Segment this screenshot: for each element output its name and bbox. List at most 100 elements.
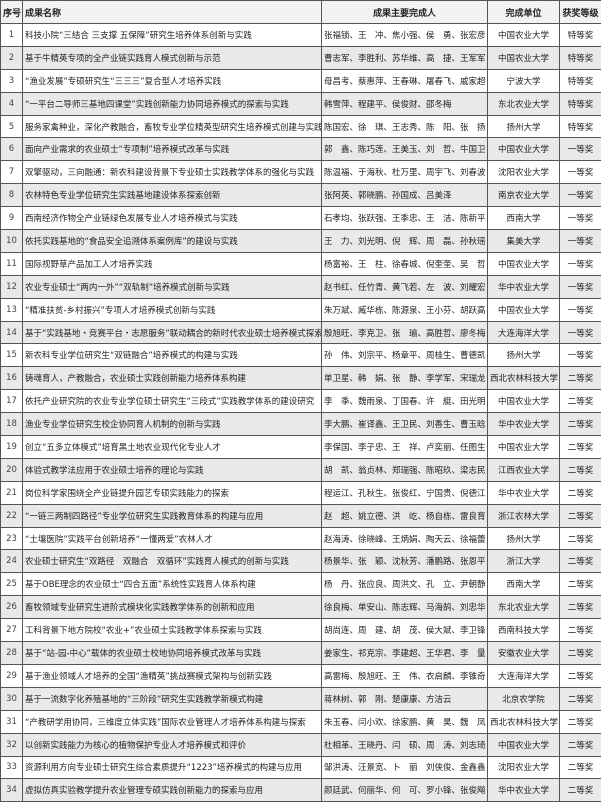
cell-seq: 22 bbox=[0, 503, 23, 528]
cell-unit: 中国农业大学 bbox=[487, 251, 560, 276]
cell-unit: 扬州大学 bbox=[487, 526, 560, 551]
cell-people: 高雷梅、殷旭旺、王 伟、衣启麟、李锥奇 bbox=[321, 663, 488, 688]
table-row: 28 基于“站-园-中心”载体的农业硕士校地协同培养模式改革与实践 姜家生、祁克宗、… bbox=[0, 641, 601, 665]
cell-title: 渔业专业学位研究生校企协同育人机制的创新与实践 bbox=[22, 412, 322, 437]
cell-seq: 25 bbox=[0, 572, 23, 597]
cell-grade: 一等奖 bbox=[559, 183, 601, 208]
table-row: 32 以创新实践能力为核心的植物保护专业人才培养模式和评价 杜相革、王晓丹、闫 硕、… bbox=[0, 732, 601, 757]
cell-seq: 23 bbox=[0, 526, 23, 551]
table-row: 10 依托实践基地的“食品安全追溯体系案例库”的建设与实践王 力、刘光明、倪 辉、… bbox=[0, 229, 601, 253]
table-row: 9 西南经济作物全产业链绿色发展专业人才培养模式与实践 石孝均、张跃强、王季忠、王 … bbox=[0, 206, 601, 231]
cell-seq: 29 bbox=[0, 663, 23, 688]
cell-unit: 大连海洋大学 bbox=[487, 320, 560, 345]
cell-title: 基于OBE理念的农业硕士“四合五面”系统性实践育人体系构建 bbox=[22, 572, 322, 597]
cell-seq: 21 bbox=[0, 480, 23, 505]
table-row: 6 面向产业需求的农业硕士“专项制”培养模式改革与实践郭 鑫、陈巧莲、王美玉、刘 … bbox=[0, 137, 601, 162]
cell-grade: 特等奖 bbox=[559, 114, 601, 139]
cell-unit: 沈阳农业大学 bbox=[487, 755, 560, 780]
cell-seq: 14 bbox=[0, 320, 23, 345]
cell-grade: 二等奖 bbox=[559, 755, 601, 780]
table-row: 23 “土壤医院”实践平台创新培养“一懂两爱”农林人才 赵海涛、徐晓峰、王炳娟、陶天… bbox=[0, 526, 601, 551]
cell-title: 基于牛精英专项的全产业链实践育人模式创新与示范 bbox=[22, 45, 322, 70]
cell-seq: 7 bbox=[0, 160, 23, 185]
cell-seq: 9 bbox=[0, 206, 23, 231]
cell-seq: 31 bbox=[0, 709, 23, 734]
cell-people: 曹志军、李胜利、苏华维、高 捷、王军军 bbox=[321, 45, 488, 70]
cell-people: 程运江、孔秋生、张俊红、宁国贵、倪德江 bbox=[321, 480, 488, 505]
cell-unit: 中国农业大学 bbox=[487, 297, 560, 322]
cell-unit: 安徽农业大学 bbox=[487, 641, 560, 665]
cell-seq: 1 bbox=[0, 23, 23, 47]
cell-unit: 扬州大学 bbox=[487, 343, 560, 368]
cell-people: 胡尚连、周 建、胡 茂、侯大斌、李卫锋 bbox=[321, 618, 488, 643]
table-row: 1 科技小院“三结合 三支撑 五保障”研究生培养体系创新与实践 张福锁、王 冲、焦小… bbox=[0, 23, 601, 47]
cell-grade: 一等奖 bbox=[559, 206, 601, 231]
cell-unit: 华中农业大学 bbox=[487, 412, 560, 437]
cell-unit: 华中农业大学 bbox=[487, 778, 560, 802]
cell-unit: 南京农业大学 bbox=[487, 183, 560, 208]
table-row: 12 农业专业硕士“两内一外”“双轨制”培养模式创新与实践 赵书红、任竹青、黄飞若、… bbox=[0, 274, 601, 299]
table-row: 14 基于“实践基地・竞赛平台・志愿服务”联动耦合的新时代农业硕士培养模式探索与实… bbox=[0, 320, 601, 345]
cell-seq: 11 bbox=[0, 251, 23, 276]
cell-people: 张福锁、王 冲、焦小强、侯 勇、张宏彦 bbox=[321, 23, 488, 47]
table-row: 31 “产教研学用协同，三维度立体实践”国际农业管理人才培养体系构建与探索 朱玉春、… bbox=[0, 709, 601, 734]
cell-title: 资源利用方向专业硕士研究生综合素质提升“1223”培养模式的构建与应用 bbox=[22, 755, 322, 780]
cell-grade: 一等奖 bbox=[559, 229, 601, 253]
cell-unit: 华中农业大学 bbox=[487, 274, 560, 299]
cell-title: “产教研学用协同，三维度立体实践”国际农业管理人才培养体系构建与探索 bbox=[22, 709, 322, 734]
cell-unit: 集美大学 bbox=[487, 229, 560, 253]
cell-title: 畜牧领域专业研究生进阶式模块化实践教学体系的创新和应用 bbox=[22, 595, 322, 620]
table-row: 29 基于渔业领域人才培养的全国“渔精英”挑战赛模式架构与创新实践 高雷梅、殷旭旺、… bbox=[0, 663, 601, 688]
header-seq: 序号 bbox=[0, 0, 23, 24]
cell-people: 徐良梅、单安山、陈志辉、马海鹄、刘忠华 bbox=[321, 595, 488, 620]
cell-unit: 中国农业大学 bbox=[487, 732, 560, 757]
cell-title: “土壤医院”实践平台创新培养“一懂两爱”农林人才 bbox=[22, 526, 322, 551]
cell-title: 科技小院“三结合 三支撑 五保障”研究生培养体系创新与实践 bbox=[22, 23, 322, 47]
cell-people: 殷旭旺、李克卫、张 瑜、高胜哲、廖冬梅 bbox=[321, 320, 488, 345]
cell-unit: 大连海洋大学 bbox=[487, 663, 560, 688]
cell-people: 孙 伟、刘宗平、杨章平、周桂生、曹德凯 bbox=[321, 343, 488, 368]
cell-people: 杨景华、张 颖、沈秋芳、潘鹏路、张恩平 bbox=[321, 549, 488, 574]
cell-unit: 沈阳农业大学 bbox=[487, 160, 560, 185]
cell-title: 基于“站-园-中心”载体的农业硕士校地协同培养模式改革与实践 bbox=[22, 641, 322, 665]
cell-grade: 二等奖 bbox=[559, 778, 601, 802]
cell-title: “一链三两制四路径”专业学位研究生实践教育体系的构建与应用 bbox=[22, 503, 322, 528]
table-row: 17 依托产业研究院的农业专业学位硕士研究生“三段式”实践教学体系的建设研究李 季… bbox=[0, 389, 601, 414]
cell-grade: 二等奖 bbox=[559, 389, 601, 414]
table-row: 2 基于牛精英专项的全产业链实践育人模式创新与示范 曹志军、李胜利、苏华维、高 捷、… bbox=[0, 45, 601, 70]
cell-title: 基于一流数字化养殖基地的“三阶段”研究生实践教学新模式构建 bbox=[22, 686, 322, 711]
cell-seq: 33 bbox=[0, 755, 23, 780]
cell-people: 杜相革、王晓丹、闫 硕、周 涛、刘志琦 bbox=[321, 732, 488, 757]
cell-seq: 4 bbox=[0, 91, 23, 116]
cell-unit: 西南大学 bbox=[487, 572, 560, 597]
cell-seq: 8 bbox=[0, 183, 23, 208]
cell-unit: 西南科技大学 bbox=[487, 618, 560, 643]
cell-grade: 特等奖 bbox=[559, 91, 601, 116]
cell-seq: 27 bbox=[0, 618, 23, 643]
cell-grade: 二等奖 bbox=[559, 572, 601, 597]
table-row: 26 畜牧领域专业研究生进阶式模块化实践教学体系的创新和应用 徐良梅、单安山、陈志辉… bbox=[0, 595, 601, 620]
cell-unit: 扬州大学 bbox=[487, 114, 560, 139]
cell-seq: 2 bbox=[0, 45, 23, 70]
table-row: 34 虚拟仿真实验教学提升农业管理专硕实践创新能力的探索与应用 颜廷武、何丽华、何 … bbox=[0, 778, 601, 802]
cell-seq: 30 bbox=[0, 686, 23, 711]
cell-title: 依托实践基地的“食品安全追溯体系案例库”的建设与实践 bbox=[22, 229, 322, 253]
cell-title: 铸魂育人，产教融合，农业硕士实践创新能力培养体系构建 bbox=[22, 366, 322, 391]
cell-unit: 中国农业大学 bbox=[487, 45, 560, 70]
table-row: 22 “一链三两制四路径”专业学位研究生实践教育体系的构建与应用赵 超、姚立德、洪… bbox=[0, 503, 601, 528]
cell-grade: 特等奖 bbox=[559, 45, 601, 70]
cell-unit: 宁波大学 bbox=[487, 68, 560, 93]
cell-people: 韩雪萍、程建平、侯俊财、邵冬梅 bbox=[321, 91, 488, 116]
cell-unit: 华中农业大学 bbox=[487, 480, 560, 505]
cell-seq: 18 bbox=[0, 412, 23, 437]
header-grade: 获奖等级 bbox=[559, 0, 601, 24]
cell-seq: 17 bbox=[0, 389, 23, 414]
cell-title: 岗位科学家围绕全产业链提升园艺专硕实践能力的探索 bbox=[22, 480, 322, 505]
cell-unit: 中国农业大学 bbox=[487, 137, 560, 162]
cell-seq: 32 bbox=[0, 732, 23, 757]
cell-title: 面向产业需求的农业硕士“专项制”培养模式改革与实践 bbox=[22, 137, 322, 162]
table-row: 4 “一平台二导师三基地四课堂”实践创新能力协同培养模式的探索与实践 韩雪萍、程建平… bbox=[0, 91, 601, 116]
cell-seq: 6 bbox=[0, 137, 23, 162]
cell-title: 基于渔业领域人才培养的全国“渔精英”挑战赛模式架构与创新实践 bbox=[22, 663, 322, 688]
